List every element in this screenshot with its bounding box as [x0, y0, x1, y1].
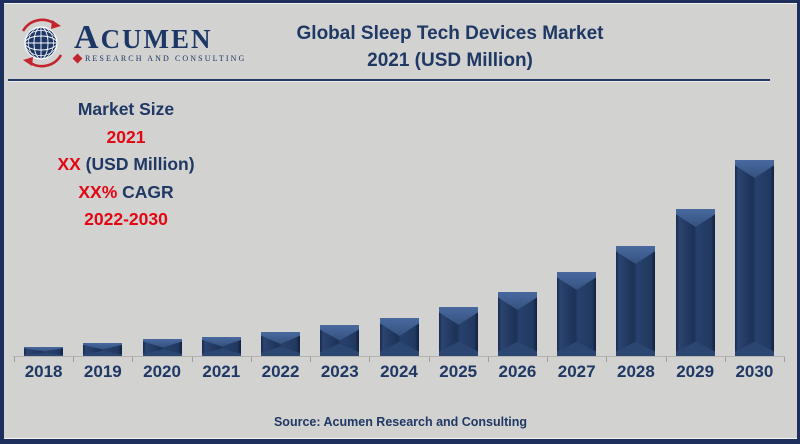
x-axis-tick	[547, 357, 549, 362]
x-axis-tick	[250, 357, 252, 362]
x-axis-label-2026: 2026	[498, 362, 537, 381]
x-axis-tick	[191, 357, 193, 362]
x-axis-label-2028: 2028	[616, 362, 655, 381]
annotation-value: XX (USD Million)	[57, 154, 195, 174]
x-axis-tick	[310, 357, 312, 362]
bar-2030	[734, 160, 774, 356]
acumen-logo: ACUMEN RESEARCH AND CONSULTING	[16, 17, 246, 69]
bar-2019	[83, 343, 123, 356]
x-axis-tick	[73, 357, 75, 362]
x-axis-label-2024: 2024	[380, 362, 418, 381]
annotation-cagr: XX% CAGR	[78, 181, 174, 202]
chart-title: Global Sleep Tech Devices Market 2021 (U…	[110, 20, 790, 74]
x-axis-tick	[428, 357, 430, 362]
header-divider	[8, 79, 770, 81]
x-axis-label-2019: 2019	[83, 362, 122, 381]
bar-2018	[24, 347, 64, 356]
x-axis-label-2029: 2029	[676, 362, 715, 381]
x-axis-label-2027: 2027	[557, 362, 596, 381]
x-axis	[13, 356, 785, 362]
logo-text: ACUMEN RESEARCH AND CONSULTING	[72, 19, 247, 64]
bar-2029	[675, 209, 715, 356]
x-axis-label-2020: 2020	[143, 362, 181, 381]
x-axis-tick	[665, 357, 667, 362]
bar-2025	[438, 307, 478, 356]
logo-wordmark: ACUMEN	[74, 19, 213, 56]
chart-title-line2: 2021 (USD Million)	[367, 50, 533, 71]
bar-2028	[616, 246, 656, 356]
x-axis-label-2025: 2025	[439, 362, 478, 381]
bar-chart-plot-area	[14, 155, 784, 356]
x-axis-tick	[606, 357, 608, 362]
annotation-year: 2021	[106, 126, 146, 147]
logo-subtitle: RESEARCH AND CONSULTING	[85, 54, 247, 63]
source-caption: Source: Acumen Research and Consulting	[273, 415, 528, 429]
x-axis-tick	[132, 357, 134, 362]
x-axis-tick	[14, 357, 15, 362]
chart-title-line1: Global Sleep Tech Devices Market	[296, 23, 604, 44]
x-axis-tick	[724, 357, 726, 362]
annotation-market-size: Market Size	[77, 99, 175, 119]
inner-highlight-bottom	[4, 438, 797, 439]
bar-2021	[201, 337, 241, 356]
globe-icon	[21, 18, 63, 68]
bar-2024	[379, 318, 419, 356]
market-size-annotation: Market Size 2021 XX (USD Million) XX% CA…	[26, 96, 226, 234]
x-axis-tick	[784, 357, 785, 362]
x-axis-label-2022: 2022	[261, 362, 300, 381]
x-axis-tick	[487, 357, 489, 362]
bar-2027	[557, 272, 597, 356]
inner-highlight-top	[4, 3, 797, 4]
x-axis-label-2023: 2023	[320, 362, 359, 381]
bar-2023	[320, 325, 360, 356]
x-axis-label-2018: 2018	[24, 362, 63, 381]
bar-2026	[497, 292, 537, 356]
x-axis-label-2021: 2021	[202, 362, 241, 381]
annotation-forecast-period: 2022-2030	[84, 209, 168, 229]
bar-2022	[261, 332, 301, 356]
x-axis-labels: 2018 2019 2020 2021 2022 2023 2024 2025 2026 2027…	[14, 362, 784, 382]
logo-subtitle-row: RESEARCH AND CONSULTING	[72, 53, 247, 64]
x-axis-tick	[369, 357, 371, 362]
x-axis-label-2030: 2030	[735, 362, 774, 381]
bar-2020	[142, 339, 182, 356]
